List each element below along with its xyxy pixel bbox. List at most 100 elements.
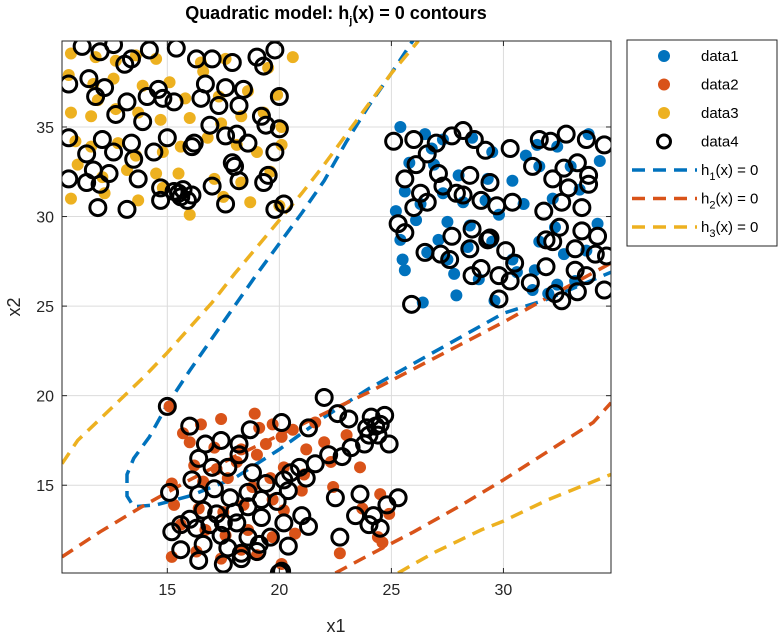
data2-point: [215, 412, 228, 425]
data4-point: [202, 457, 222, 477]
data4-point: [579, 174, 599, 194]
data4-point: [298, 418, 318, 438]
legend-label-suffix: (x) = 0: [715, 162, 758, 179]
data4-point: [446, 183, 466, 203]
data2-point: [376, 536, 389, 549]
data4-point: [115, 54, 135, 74]
data1-point: [450, 289, 463, 302]
data4-point: [464, 130, 484, 150]
data2-point: [295, 484, 308, 497]
data3-point: [275, 138, 288, 151]
data4-point: [269, 87, 289, 107]
data4-point: [180, 416, 200, 436]
data4-point: [502, 192, 522, 212]
data4-point: [462, 219, 482, 239]
data4-point: [213, 554, 233, 573]
data2-point: [354, 461, 367, 474]
data4-point: [124, 149, 144, 169]
data4-point: [594, 135, 611, 155]
data4-point: [567, 153, 587, 173]
legend-label-sub: 1: [709, 171, 715, 183]
data4-point: [72, 41, 92, 56]
data1-point: [432, 233, 445, 246]
data4-point: [274, 470, 294, 490]
data4-point: [202, 49, 222, 69]
data4-point: [384, 131, 404, 151]
data4-point: [523, 156, 543, 176]
data4-point: [350, 484, 370, 504]
data4-point: [77, 144, 97, 164]
data4-point: [453, 121, 473, 141]
legend-label-prefix: h: [701, 219, 709, 236]
data4-point: [104, 41, 124, 55]
data4-point: [426, 133, 446, 153]
data4-point: [319, 445, 339, 465]
data4-point: [552, 291, 572, 311]
data4-point: [489, 266, 509, 286]
data4-point: [62, 128, 79, 148]
data4-point: [251, 507, 271, 527]
data4-point: [460, 165, 480, 185]
x-tick-label: 25: [383, 582, 401, 599]
data4-point: [314, 387, 334, 407]
chart-title: Quadratic model: hj(x) = 0 contours: [185, 3, 487, 27]
data4-point: [240, 420, 260, 440]
data4-point: [462, 266, 482, 286]
data4-point: [500, 271, 520, 291]
data4-point: [222, 52, 242, 72]
legend-entry-2: data2: [658, 77, 739, 94]
data4-point: [442, 126, 462, 146]
data4-point: [556, 124, 576, 144]
legend-label: data3: [701, 105, 739, 122]
y-axis-label: x2: [4, 297, 24, 316]
plot-frame: [61, 40, 612, 574]
h2-contour: [62, 261, 611, 559]
data3-point: [150, 167, 163, 180]
data3-point: [286, 51, 299, 64]
data1-point: [389, 205, 402, 218]
legend-label: data2: [701, 77, 739, 94]
contour-lines: [62, 41, 611, 573]
data3-point: [197, 65, 210, 78]
legend-label-suffix: (x) = 0: [715, 219, 758, 236]
h3-contour: [62, 41, 420, 465]
data4-point: [229, 171, 249, 191]
h2-contour: [334, 401, 611, 573]
data4-point: [139, 41, 159, 60]
data4-point: [213, 513, 233, 533]
data4-point: [229, 445, 249, 465]
data4-point: [339, 409, 359, 429]
data4-point: [480, 228, 500, 248]
data4-point: [296, 468, 316, 488]
legend-entry-7: h3(x) = 0: [632, 219, 758, 240]
data4-point: [572, 198, 592, 218]
data4-point: [90, 174, 110, 194]
x-tick-label: 15: [158, 582, 176, 599]
data4-point: [428, 164, 448, 184]
data4-point: [229, 434, 249, 454]
data4-point: [202, 176, 222, 196]
data4-point: [588, 226, 608, 246]
data4-point: [153, 88, 173, 108]
legend-label-suffix: (x) = 0: [715, 191, 758, 208]
data4-point: [229, 95, 249, 115]
data4-point: [216, 126, 236, 146]
data3-point: [172, 167, 185, 180]
h3-contour: [397, 472, 611, 573]
data4-point: [594, 280, 611, 300]
data1-point: [410, 214, 423, 227]
data3-point: [71, 158, 84, 171]
data4-point: [238, 133, 258, 153]
data1-point: [448, 267, 461, 280]
data4-point: [543, 232, 563, 252]
data4-point: [117, 199, 137, 219]
x-tick-label: 20: [270, 582, 288, 599]
data4-point: [77, 173, 97, 193]
data1-point: [593, 155, 606, 168]
legend-entry-6: h2(x) = 0: [632, 191, 758, 212]
data4-point: [565, 260, 585, 280]
data4-point: [200, 115, 220, 135]
legend-label: data1: [701, 48, 739, 65]
data4-point: [189, 550, 209, 570]
